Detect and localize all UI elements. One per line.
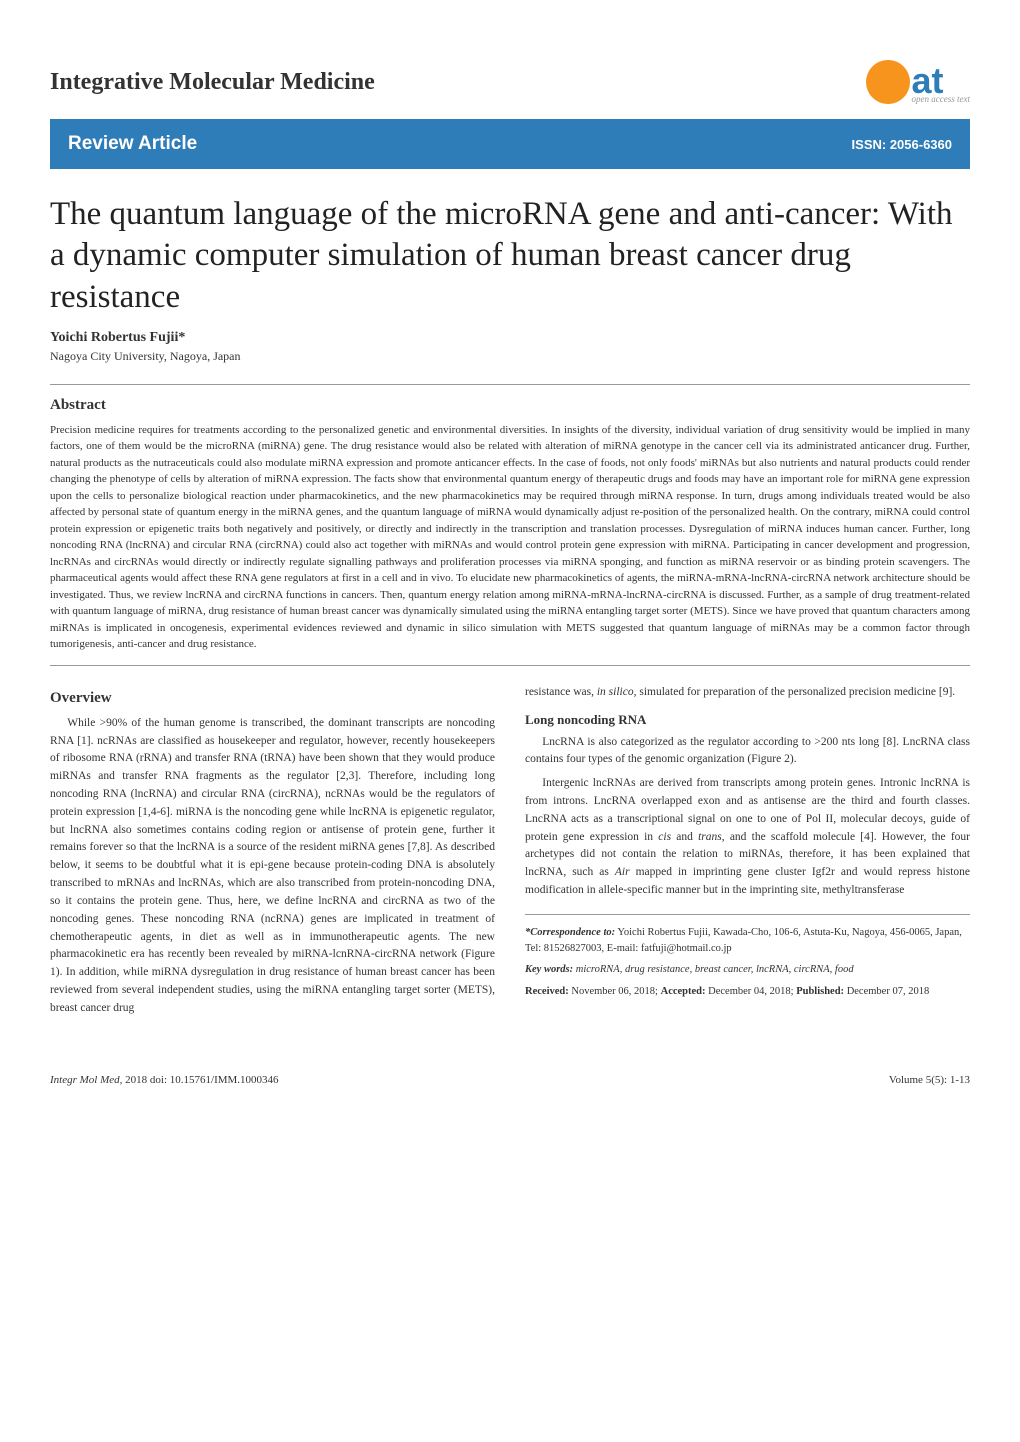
logo-text-block: at open access text	[912, 67, 970, 104]
divider-line	[50, 384, 970, 385]
issn-label: ISSN: 2056-6360	[852, 137, 952, 152]
italic-text: cis	[658, 831, 671, 843]
lncrna-heading: Long noncoding RNA	[525, 712, 970, 728]
overview-paragraph-2: resistance was, in silico, simulated for…	[525, 684, 970, 702]
keywords-text: microRNA, drug resistance, breast cancer…	[573, 964, 853, 975]
lncrna-paragraph-2: Intergenic lncRNAs are derived from tran…	[525, 775, 970, 900]
received-label: Received:	[525, 986, 569, 997]
header-bar: Integrative Molecular Medicine at open a…	[50, 60, 970, 104]
published-text: December 07, 2018	[844, 986, 929, 997]
review-bar: Review Article ISSN: 2056-6360	[50, 119, 970, 169]
article-title: The quantum language of the microRNA gen…	[50, 194, 970, 318]
correspondence-label: *Correspondence to:	[525, 927, 615, 938]
author-affiliation: Nagoya City University, Nagoya, Japan	[50, 349, 970, 364]
italic-text: trans	[698, 831, 722, 843]
abstract-heading: Abstract	[50, 397, 970, 414]
italic-text: Air	[615, 866, 630, 878]
two-column-layout: Overview While >90% of the human genome …	[50, 684, 970, 1024]
keywords-info: Key words: microRNA, drug resistance, br…	[525, 962, 970, 978]
overview-heading: Overview	[50, 690, 495, 707]
logo-circle-icon	[866, 60, 910, 104]
logo-at-text: at	[912, 67, 944, 94]
page-footer: Integr Mol Med, 2018 doi: 10.15761/IMM.1…	[50, 1074, 970, 1086]
abstract-text: Precision medicine requires for treatmen…	[50, 422, 970, 653]
published-label: Published:	[796, 986, 844, 997]
divider-line	[50, 665, 970, 666]
received-text: November 06, 2018;	[569, 986, 661, 997]
footer-right: Volume 5(5): 1-13	[889, 1074, 970, 1086]
left-column: Overview While >90% of the human genome …	[50, 684, 495, 1024]
accepted-label: Accepted:	[661, 986, 706, 997]
correspondence-info: *Correspondence to: Yoichi Robertus Fuji…	[525, 925, 970, 957]
logo-subtext: open access text	[912, 94, 970, 104]
page-container: Integrative Molecular Medicine at open a…	[0, 0, 1020, 1126]
publisher-logo: at open access text	[866, 60, 970, 104]
article-type-label: Review Article	[68, 133, 197, 155]
right-column: resistance was, in silico, simulated for…	[525, 684, 970, 1024]
keywords-label: Key words:	[525, 964, 573, 975]
lncrna-paragraph-1: LncRNA is also categorized as the regula…	[525, 734, 970, 770]
footer-divider	[525, 914, 970, 915]
footer-left: Integr Mol Med, 2018 doi: 10.15761/IMM.1…	[50, 1074, 279, 1086]
journal-title: Integrative Molecular Medicine	[50, 69, 375, 96]
footer-doi: 2018 doi: 10.15761/IMM.1000346	[122, 1074, 278, 1086]
overview-paragraph-1: While >90% of the human genome is transc…	[50, 715, 495, 1018]
author-name: Yoichi Robertus Fujii*	[50, 330, 970, 346]
accepted-text: December 04, 2018;	[706, 986, 797, 997]
dates-info: Received: November 06, 2018; Accepted: D…	[525, 984, 970, 1000]
footer-journal-abbrev: Integr Mol Med,	[50, 1074, 122, 1086]
italic-text: in silico	[597, 686, 634, 698]
